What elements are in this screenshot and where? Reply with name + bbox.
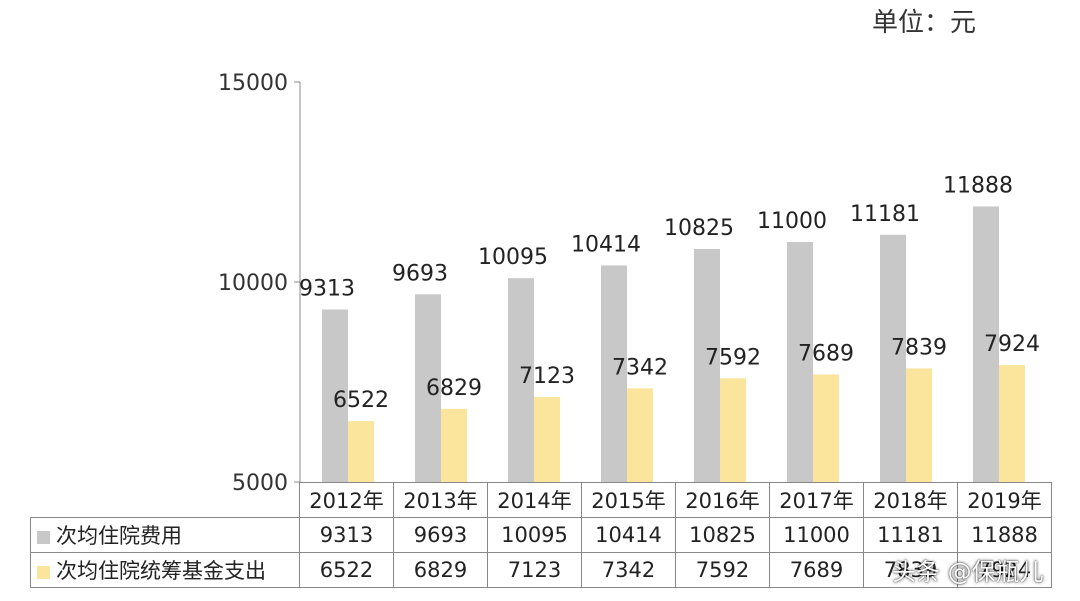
series-name: 次均住院费用 — [56, 524, 182, 548]
category-label: 2016年 — [675, 482, 770, 518]
bar-fund-expenditure — [534, 397, 560, 482]
bar-hospitalization-cost — [694, 249, 720, 482]
data-label: 6522 — [333, 388, 389, 413]
series-row-fund-expenditure: 次均住院统筹基金支出 6522 6829 7123 7342 7592 7689 7839 7… — [30, 552, 1052, 588]
table-cell: 11181 — [863, 517, 958, 553]
category-row: 2012年 2013年 2014年 2015年 2016年 2017年 2018年 2019年 — [30, 482, 1052, 518]
watermark: 头条 @保瓶儿 — [892, 558, 1044, 586]
table-cell: 10414 — [581, 517, 676, 553]
table-corner — [30, 482, 300, 518]
series-row-header: 次均住院费用 — [30, 517, 300, 553]
table-cell: 10095 — [487, 517, 582, 553]
bar-fund-expenditure — [627, 388, 653, 482]
table-cell: 6522 — [299, 552, 394, 588]
table-cell: 9313 — [299, 517, 394, 553]
data-label: 7839 — [891, 335, 947, 360]
y-tick-label: 10000 — [218, 271, 288, 296]
category-label: 2013年 — [393, 482, 488, 518]
series-name: 次均住院统筹基金支出 — [56, 559, 266, 583]
data-label: 7123 — [519, 364, 575, 389]
bar-fund-expenditure — [999, 365, 1025, 482]
data-label: 7342 — [612, 355, 668, 380]
category-label: 2019年 — [957, 482, 1052, 518]
bar-fund-expenditure — [813, 374, 839, 482]
table-cell: 11000 — [769, 517, 864, 553]
table-cell: 7592 — [675, 552, 770, 588]
table-cell: 9693 — [393, 517, 488, 553]
data-label: 10095 — [478, 245, 548, 270]
bar-hospitalization-cost — [601, 265, 627, 482]
category-label: 2017年 — [769, 482, 864, 518]
data-label: 10414 — [571, 232, 641, 257]
data-label: 9313 — [299, 276, 355, 301]
data-label: 9693 — [392, 261, 448, 286]
series-row-header: 次均住院统筹基金支出 — [30, 552, 300, 588]
category-label: 2018年 — [863, 482, 958, 518]
table-cell: 7689 — [769, 552, 864, 588]
bar-fund-expenditure — [348, 421, 374, 482]
data-label: 7689 — [798, 341, 854, 366]
data-label: 10825 — [664, 216, 734, 241]
table-cell: 10825 — [675, 517, 770, 553]
legend-swatch-yellow — [37, 565, 50, 579]
data-label: 7592 — [705, 345, 761, 370]
data-label: 11000 — [757, 209, 827, 234]
data-labels: 9313 6522 9693 6829 10095 7123 10414 7342 10825 7… — [299, 173, 1040, 413]
table-cell: 6829 — [393, 552, 488, 588]
data-table: 2012年 2013年 2014年 2015年 2016年 2017年 2018年 2019年… — [30, 482, 1052, 588]
bars — [322, 206, 1025, 483]
bar-hospitalization-cost — [787, 242, 813, 482]
category-label: 2014年 — [487, 482, 582, 518]
bar-hospitalization-cost — [322, 309, 348, 482]
legend-swatch-gray — [37, 530, 50, 544]
data-label: 11888 — [943, 173, 1013, 198]
bar-fund-expenditure — [720, 378, 746, 482]
table-cell: 11888 — [957, 517, 1052, 553]
bar-hospitalization-cost — [508, 278, 534, 482]
category-label: 2015年 — [581, 482, 676, 518]
bar-hospitalization-cost — [973, 206, 999, 483]
category-label: 2012年 — [299, 482, 394, 518]
table-cell: 7123 — [487, 552, 582, 588]
bar-fund-expenditure — [441, 408, 467, 482]
series-row-hospitalization-cost: 次均住院费用 9313 9693 10095 10414 10825 11000 11181… — [30, 517, 1052, 553]
table-cell: 7924 — [957, 552, 1052, 588]
bar-hospitalization-cost — [880, 234, 906, 482]
data-label: 7924 — [984, 332, 1040, 357]
table-cell: 7839 — [863, 552, 958, 588]
data-label: 6829 — [426, 376, 482, 401]
data-label: 11181 — [850, 202, 920, 227]
bar-fund-expenditure — [906, 368, 932, 482]
y-tick-label: 15000 — [218, 71, 288, 96]
unit-label: 单位：元 — [872, 8, 977, 38]
table-cell: 7342 — [581, 552, 676, 588]
bar-hospitalization-cost — [415, 294, 441, 482]
